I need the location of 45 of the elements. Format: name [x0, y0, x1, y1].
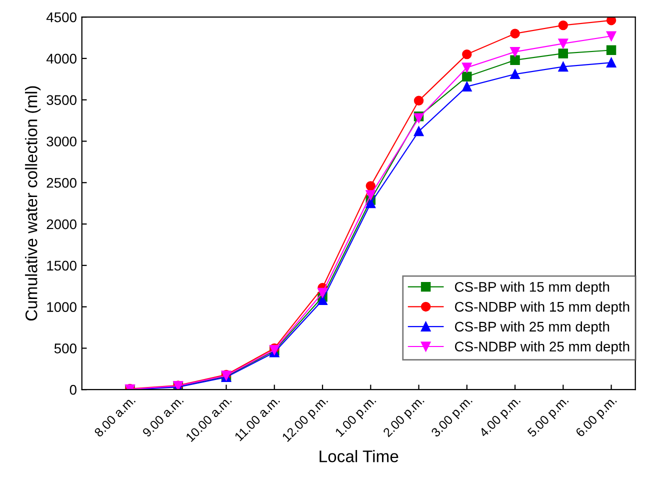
x-tick-label: 6.00 p.m.: [575, 396, 619, 440]
x-tick-label: 4.00 p.m.: [478, 396, 522, 440]
point: [606, 17, 616, 26]
point: [558, 48, 568, 58]
point: [510, 46, 520, 57]
point: [462, 49, 472, 60]
point: [366, 198, 376, 208]
point: [510, 69, 520, 80]
point: [510, 55, 520, 65]
point: [462, 82, 472, 92]
point: [558, 62, 568, 72]
x-tick-label: 8.00 a.m.: [94, 396, 136, 438]
y-tick-label: 4500: [46, 12, 76, 22]
x-tick-label: 5.00 p.m.: [526, 396, 571, 440]
y-tick-label: 4000: [46, 54, 76, 64]
legend-label: CS-BP with 25 mm depth: [454, 321, 610, 334]
point: [606, 58, 616, 68]
legend-label: CS-NDBP with 25 mm depth: [454, 341, 630, 354]
y-tick-label: 2000: [46, 219, 76, 230]
point: [606, 31, 616, 41]
y-tick-label: 0: [70, 384, 76, 395]
point: [606, 45, 616, 56]
legend-label: CS-NDBP with 15 mm depth: [454, 302, 630, 314]
y-tick-label: 500: [54, 344, 76, 354]
y-tick-label: 3000: [46, 136, 76, 146]
legend-label: CS-BP with 15 mm depth: [454, 282, 610, 295]
point: [318, 288, 328, 298]
y-tick-label: 1500: [47, 260, 76, 271]
point: [558, 20, 568, 30]
point: [366, 190, 376, 200]
point: [414, 96, 424, 106]
point: [462, 62, 472, 72]
y-tick-label: 1000: [47, 302, 76, 312]
point: [462, 72, 472, 82]
point: [510, 28, 520, 38]
point: [318, 295, 328, 306]
y-axis-title: Cumulative water collection (ml): [25, 86, 41, 321]
x-tick-label: 3.00 p.m.: [430, 396, 474, 440]
y-tick-label: 3500: [46, 95, 76, 106]
point: [414, 126, 424, 136]
x-tick-label: 9.00 a.m.: [142, 396, 184, 438]
x-axis-title: Local Time: [320, 450, 398, 462]
y-tick-label: 2500: [46, 178, 76, 188]
point: [558, 38, 568, 48]
point: [366, 181, 376, 191]
